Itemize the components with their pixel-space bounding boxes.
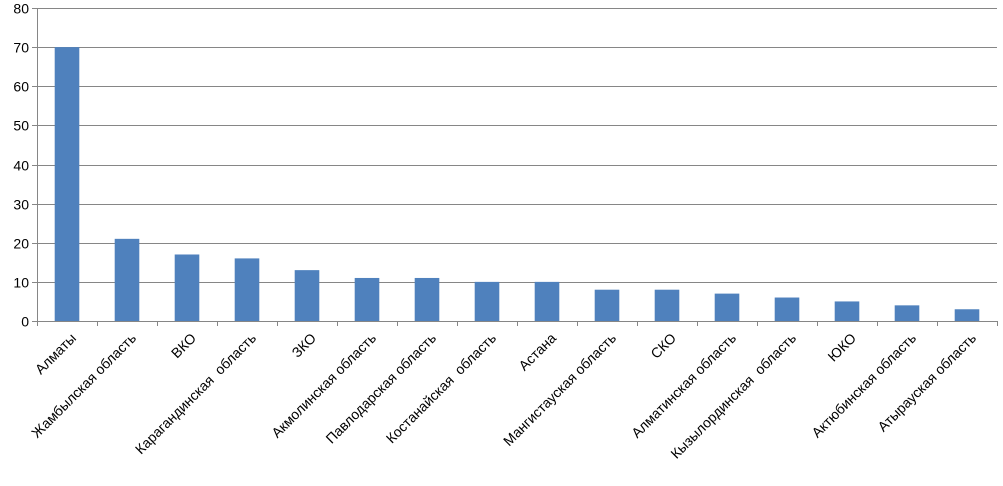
x-tick-label: Акмолинская область (268, 330, 379, 441)
x-tick-label: Костанайская область (383, 330, 499, 446)
bar-11 (714, 293, 740, 321)
bar-6 (414, 277, 440, 321)
y-tick-label: 80 (13, 1, 29, 17)
gridlines (37, 8, 997, 283)
x-tick-label: Жамбылская область (28, 330, 139, 441)
y-tick-label: 20 (13, 236, 29, 252)
bar-2 (174, 254, 200, 321)
y-tick-label: 30 (13, 197, 29, 213)
x-tick-label: ЮКО (824, 330, 859, 365)
bar-15 (954, 309, 980, 321)
x-tick-label: СКО (647, 330, 679, 362)
x-tick-label: Карагандинская область (132, 330, 259, 457)
y-tick-label: 70 (13, 40, 29, 56)
y-tick-labels: 0 10 20 30 40 50 60 70 80 (13, 1, 29, 330)
y-tick-label: 40 (13, 158, 29, 174)
x-tick-label: Кызылординская область (667, 330, 799, 462)
bar-3 (234, 258, 260, 321)
x-tick-label: Павлодарская область (322, 330, 439, 447)
x-tick-label: Мангистауская область (500, 330, 619, 449)
x-tick-label: ЗКО (288, 330, 319, 361)
y-tick-label: 0 (21, 314, 29, 330)
bar-1 (114, 238, 140, 321)
x-tick-label: Астана (515, 330, 559, 374)
y-tick-label: 10 (13, 275, 29, 291)
bar-13 (834, 301, 860, 321)
bar-4 (294, 270, 320, 321)
x-tick-label: Атырауская область (874, 330, 979, 435)
bars (54, 47, 980, 321)
bar-7 (474, 281, 500, 321)
y-tick-label: 60 (13, 79, 29, 95)
bar-14 (894, 305, 920, 321)
bar-8 (534, 281, 560, 321)
x-tick-label: Актюбинская область (808, 330, 919, 441)
bar-10 (654, 289, 680, 321)
bar-5 (354, 277, 380, 321)
axes (32, 8, 998, 326)
x-tick-label: Алматинская область (628, 330, 739, 441)
y-tick-label: 50 (13, 118, 29, 134)
bar-9 (594, 289, 620, 321)
x-tick-label: Алматы (32, 330, 79, 377)
bar-0 (54, 47, 80, 321)
x-tick-label: ВКО (168, 330, 199, 361)
bar-12 (774, 297, 800, 321)
